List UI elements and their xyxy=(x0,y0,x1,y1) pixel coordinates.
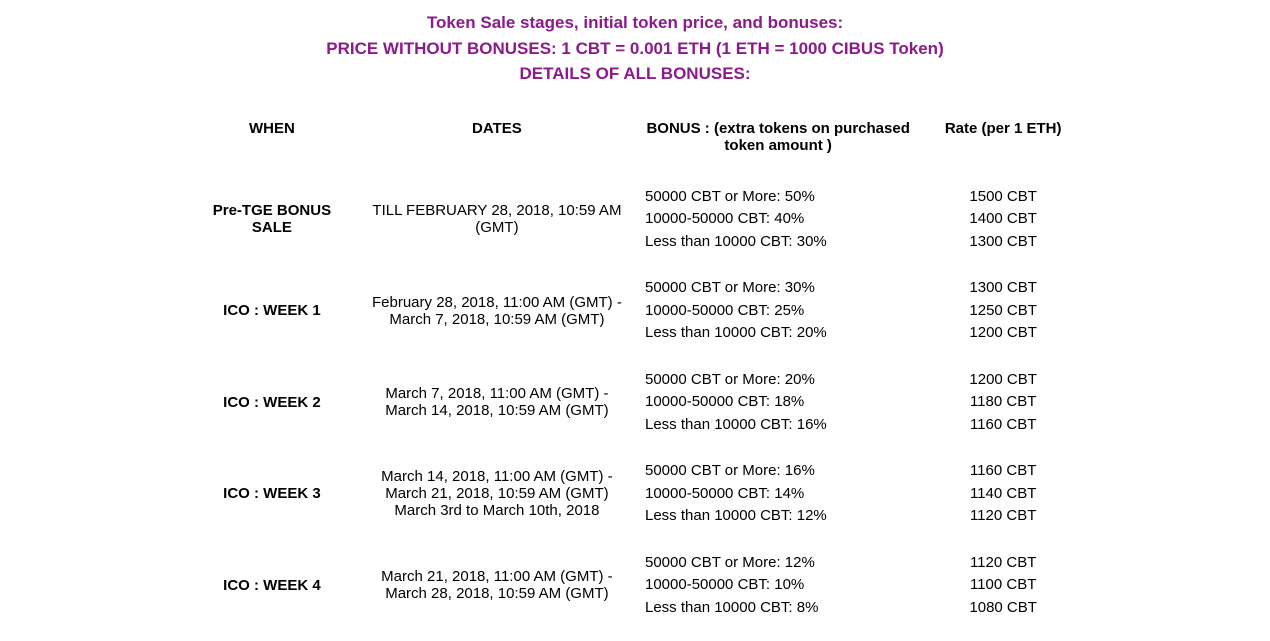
table-head: WHEN DATES BONUS : (extra tokens on purc… xyxy=(185,112,1085,174)
table-body: Pre-TGE BONUS SALETILL FEBRUARY 28, 2018… xyxy=(185,174,1085,632)
cell-dates: February 28, 2018, 11:00 AM (GMT) - Marc… xyxy=(359,265,635,357)
table-header-row: WHEN DATES BONUS : (extra tokens on purc… xyxy=(185,112,1085,174)
rate-line: 1500 CBT xyxy=(931,186,1075,209)
rate-line: 1200 CBT xyxy=(931,369,1075,392)
bonus-line: 10000-50000 CBT: 40% xyxy=(645,208,911,231)
table-row: ICO : WEEK 2March 7, 2018, 11:00 AM (GMT… xyxy=(185,357,1085,449)
table-row: ICO : WEEK 4March 21, 2018, 11:00 AM (GM… xyxy=(185,540,1085,632)
rate-line: 1250 CBT xyxy=(931,300,1075,323)
rate-line: 1160 CBT xyxy=(931,460,1075,483)
rate-line: 1160 CBT xyxy=(931,414,1075,437)
bonus-line: 10000-50000 CBT: 25% xyxy=(645,300,911,323)
bonus-line: Less than 10000 CBT: 16% xyxy=(645,414,911,437)
bonus-line: 50000 CBT or More: 16% xyxy=(645,460,911,483)
cell-bonus: 50000 CBT or More: 12%10000-50000 CBT: 1… xyxy=(635,540,921,632)
rate-line: 1120 CBT xyxy=(931,505,1075,528)
bonus-table: WHEN DATES BONUS : (extra tokens on purc… xyxy=(185,112,1085,632)
bonus-line: 10000-50000 CBT: 14% xyxy=(645,483,911,506)
rate-line: 1300 CBT xyxy=(931,277,1075,300)
rate-line: 1300 CBT xyxy=(931,231,1075,254)
cell-dates: March 7, 2018, 11:00 AM (GMT) - March 14… xyxy=(359,357,635,449)
cell-dates: TILL FEBRUARY 28, 2018, 10:59 AM (GMT) xyxy=(359,174,635,266)
bonus-line: 50000 CBT or More: 50% xyxy=(645,186,911,209)
bonus-line: 10000-50000 CBT: 10% xyxy=(645,574,911,597)
col-header-dates: DATES xyxy=(359,112,635,174)
cell-bonus: 50000 CBT or More: 50%10000-50000 CBT: 4… xyxy=(635,174,921,266)
rate-line: 1100 CBT xyxy=(931,574,1075,597)
cell-when: Pre-TGE BONUS SALE xyxy=(185,174,359,266)
bonus-line: 50000 CBT or More: 30% xyxy=(645,277,911,300)
cell-rate: 1120 CBT1100 CBT1080 CBT xyxy=(921,540,1085,632)
rate-line: 1200 CBT xyxy=(931,322,1075,345)
bonus-line: Less than 10000 CBT: 12% xyxy=(645,505,911,528)
table-row: Pre-TGE BONUS SALETILL FEBRUARY 28, 2018… xyxy=(185,174,1085,266)
cell-rate: 1500 CBT1400 CBT1300 CBT xyxy=(921,174,1085,266)
cell-bonus: 50000 CBT or More: 20%10000-50000 CBT: 1… xyxy=(635,357,921,449)
col-header-when: WHEN xyxy=(185,112,359,174)
header-block: Token Sale stages, initial token price, … xyxy=(0,10,1270,87)
header-line-3: DETAILS OF ALL BONUSES: xyxy=(0,61,1270,87)
header-line-2: PRICE WITHOUT BONUSES: 1 CBT = 0.001 ETH… xyxy=(0,36,1270,62)
bonus-line: Less than 10000 CBT: 20% xyxy=(645,322,911,345)
table-row: ICO : WEEK 3March 14, 2018, 11:00 AM (GM… xyxy=(185,448,1085,540)
cell-bonus: 50000 CBT or More: 16%10000-50000 CBT: 1… xyxy=(635,448,921,540)
cell-dates: March 14, 2018, 11:00 AM (GMT) - March 2… xyxy=(359,448,635,540)
rate-line: 1180 CBT xyxy=(931,391,1075,414)
rate-line: 1120 CBT xyxy=(931,552,1075,575)
table-row: ICO : WEEK 1February 28, 2018, 11:00 AM … xyxy=(185,265,1085,357)
cell-when: ICO : WEEK 4 xyxy=(185,540,359,632)
rate-line: 1140 CBT xyxy=(931,483,1075,506)
cell-bonus: 50000 CBT or More: 30%10000-50000 CBT: 2… xyxy=(635,265,921,357)
cell-when: ICO : WEEK 3 xyxy=(185,448,359,540)
header-line-1: Token Sale stages, initial token price, … xyxy=(0,10,1270,36)
col-header-rate: Rate (per 1 ETH) xyxy=(921,112,1085,174)
bonus-line: Less than 10000 CBT: 8% xyxy=(645,597,911,620)
cell-rate: 1160 CBT1140 CBT1120 CBT xyxy=(921,448,1085,540)
cell-rate: 1200 CBT1180 CBT1160 CBT xyxy=(921,357,1085,449)
bonus-line: 50000 CBT or More: 12% xyxy=(645,552,911,575)
bonus-line: Less than 10000 CBT: 30% xyxy=(645,231,911,254)
col-header-bonus: BONUS : (extra tokens on purchased token… xyxy=(635,112,921,174)
page-container: Token Sale stages, initial token price, … xyxy=(0,10,1270,631)
cell-rate: 1300 CBT1250 CBT1200 CBT xyxy=(921,265,1085,357)
cell-dates: March 21, 2018, 11:00 AM (GMT) - March 2… xyxy=(359,540,635,632)
bonus-line: 10000-50000 CBT: 18% xyxy=(645,391,911,414)
cell-when: ICO : WEEK 1 xyxy=(185,265,359,357)
rate-line: 1400 CBT xyxy=(931,208,1075,231)
bonus-line: 50000 CBT or More: 20% xyxy=(645,369,911,392)
rate-line: 1080 CBT xyxy=(931,597,1075,620)
cell-when: ICO : WEEK 2 xyxy=(185,357,359,449)
